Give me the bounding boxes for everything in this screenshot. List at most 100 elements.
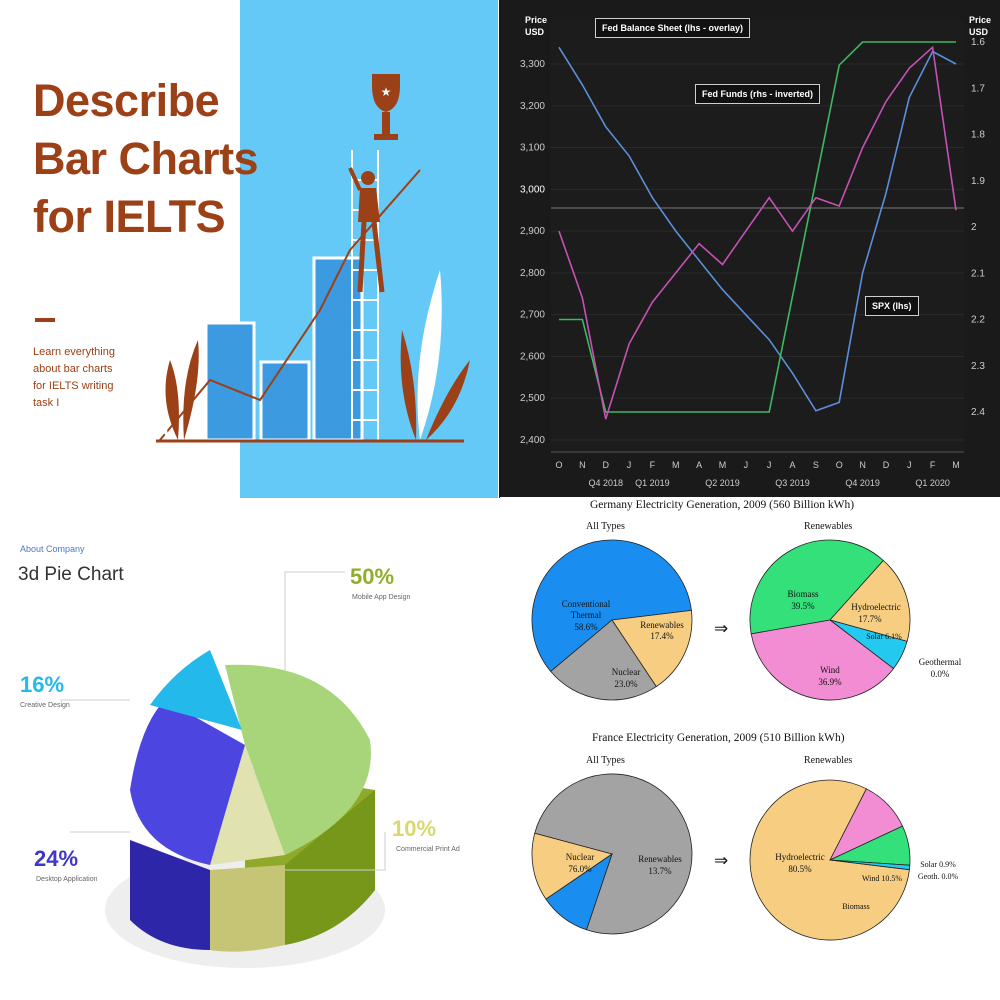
label-mobile-app: Mobile App Design (352, 594, 411, 601)
3d-pie-title: 3d Pie Chart (18, 564, 124, 585)
right-axis-tick: 2.3 (971, 361, 985, 372)
left-axis-tick: 3,100 (520, 143, 545, 154)
pct-mobile-app: 50% (350, 564, 395, 589)
pie-label: 13.7% (648, 866, 672, 876)
label-commercial-print: Commercial Print Ad (396, 846, 460, 853)
pie-slice (829, 559, 911, 642)
quarter-tick: Q1 2020 (915, 478, 950, 488)
left-axis-tick: 2,600 (520, 351, 545, 362)
pie-slice (749, 539, 884, 635)
right-axis-tick: 1.7 (971, 83, 985, 94)
france-all-types-label: All Types (586, 755, 625, 766)
pie-label: 17.4% (650, 631, 674, 641)
pie-label: Thermal (571, 610, 602, 620)
pie-label: 58.6% (574, 622, 598, 632)
pie-label: Solar 6.1% (866, 632, 902, 641)
quarter-tick: Q2 2019 (705, 478, 740, 488)
pie-label: 0.0% (931, 669, 950, 679)
label-desktop-application: Desktop Application (36, 876, 98, 883)
left-axis-tick: 3,300 (520, 59, 545, 70)
pie-label: Wind 10.5% (862, 874, 902, 883)
pie-label: Geoth. 0.0% (918, 872, 959, 881)
month-tick: D (883, 460, 890, 470)
bar-illustration: ★ (146, 74, 470, 443)
month-tick: F (650, 460, 656, 470)
pct-creative-design: 16% (20, 672, 65, 697)
pie-label: Nuclear (566, 852, 594, 862)
left-axis-title: Price USD (525, 15, 548, 37)
left-axis-tick: 2,900 (520, 226, 545, 237)
month-tick: F (930, 460, 936, 470)
germany-arrow: ⇒ (714, 619, 729, 638)
france-all-pie (531, 773, 693, 935)
month-tick: O (555, 460, 562, 470)
ielts-bar (312, 256, 364, 442)
title-line-1: Describe (33, 75, 220, 126)
pie-label: 80.5% (788, 864, 812, 874)
month-tick: A (790, 460, 796, 470)
pct-desktop-application: 24% (34, 846, 79, 871)
left-axis-tick: 3,200 (520, 101, 545, 112)
right-axis-tick: 2 (971, 222, 977, 233)
right-axis-tick: 2.2 (971, 315, 985, 326)
slice-creative (150, 650, 242, 730)
right-axis-tick: 2.4 (971, 407, 985, 418)
3d-pie-panel: About Company 3d Pie Chart 50% Mobile Ap… (0, 520, 500, 1000)
slice-mobile-app (225, 664, 371, 855)
pie-label: 76.0% (568, 864, 592, 874)
month-tick: J (767, 460, 772, 470)
month-tick: N (579, 460, 586, 470)
plant-left-icon (146, 340, 199, 440)
pie-label: 17.7% (858, 614, 882, 624)
month-tick: J (627, 460, 632, 470)
plant-right-icon (400, 270, 470, 440)
ielts-subtitle: Learn everything about bar charts for IE… (33, 346, 115, 409)
quarter-tick: Q1 2019 (635, 478, 670, 488)
ielts-title: Describe Bar Charts for IELTS (33, 72, 273, 246)
callout-balance-sheet: Fed Balance Sheet (lhs - overlay) (595, 18, 751, 38)
france-arrow: ⇒ (714, 851, 729, 870)
month-tick: A (696, 460, 702, 470)
pie-label: Biomass (787, 589, 819, 599)
series-line-3 (558, 45, 957, 420)
fed-plot: 3,300 3,200 3,100 3,000 2,900 2,800 2,700 2,600… (520, 20, 985, 488)
month-tick: M (719, 460, 727, 470)
callout-spx: SPX (lhs) (865, 296, 919, 316)
right-axis-title: Price USD (969, 15, 992, 37)
label-creative-design: Creative Design (20, 702, 70, 709)
month-tick: M (672, 460, 680, 470)
pie-slice (531, 832, 613, 900)
3d-pie-chart (60, 571, 386, 968)
series-line-2 (559, 41, 956, 413)
right-axis-tick: 2.1 (971, 268, 985, 279)
fed-chart-panel: Price USD Price USD 3,300 3,200 3,100 3,000… (499, 0, 1000, 498)
germany-ren-pie (749, 539, 911, 701)
quarter-tick: Q4 2019 (845, 478, 880, 488)
month-tick: D (602, 460, 609, 470)
germany-renewables-label: Renewables (804, 521, 853, 532)
germany-all-types-label: All Types (586, 521, 625, 532)
left-axis-tick: 2,400 (520, 435, 545, 446)
month-tick: M (952, 460, 960, 470)
france-ren-pie (749, 779, 911, 941)
pie-label: 39.5% (791, 601, 815, 611)
pie-label: Solar 0.9% (920, 860, 956, 869)
ielts-bar (259, 360, 311, 442)
ielts-banner: ★ (120, 0, 498, 498)
left-axis-tick: 3,000 (520, 184, 545, 195)
pie-slice (550, 619, 657, 701)
quarter-tick: Q3 2019 (775, 478, 810, 488)
left-axis-tick: 2,500 (520, 393, 545, 404)
pie-slice (531, 539, 692, 672)
pie-slice (829, 859, 911, 871)
month-tick: S (813, 460, 819, 470)
pie-slice (611, 609, 693, 688)
about-company-label: About Company (20, 544, 85, 554)
pie-slice (534, 773, 693, 935)
slice-desktop (130, 700, 245, 865)
month-tick: J (744, 460, 749, 470)
title-line-2: Bar Charts (33, 133, 259, 184)
quarter-tick: Q4 2018 (588, 478, 623, 488)
pie-slice (750, 619, 895, 701)
trophy-icon: ★ (372, 74, 400, 140)
